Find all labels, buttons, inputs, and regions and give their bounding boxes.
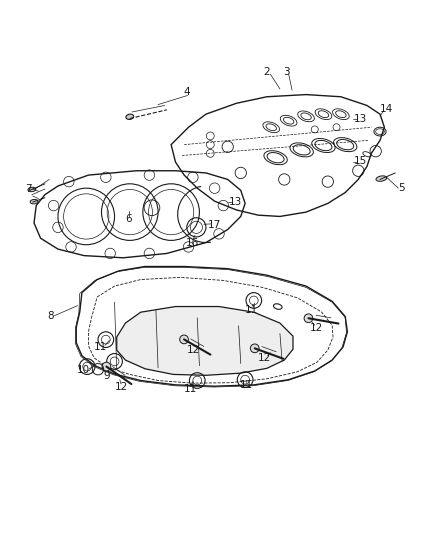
Text: 11: 11 bbox=[244, 305, 258, 315]
Text: 12: 12 bbox=[258, 353, 271, 363]
Circle shape bbox=[251, 344, 259, 353]
Ellipse shape bbox=[126, 114, 134, 119]
Text: 6: 6 bbox=[126, 214, 132, 224]
Text: 15: 15 bbox=[354, 156, 367, 166]
Ellipse shape bbox=[30, 199, 38, 204]
Text: 13: 13 bbox=[354, 114, 367, 124]
Polygon shape bbox=[117, 306, 293, 375]
Text: 9: 9 bbox=[103, 371, 110, 381]
Ellipse shape bbox=[376, 176, 387, 181]
Text: 10: 10 bbox=[77, 365, 90, 375]
Text: 14: 14 bbox=[380, 104, 393, 114]
Text: 13: 13 bbox=[229, 197, 242, 207]
Text: 12: 12 bbox=[114, 383, 128, 392]
Text: 16: 16 bbox=[186, 238, 200, 247]
Text: 12: 12 bbox=[187, 345, 200, 355]
Text: 11: 11 bbox=[94, 342, 107, 352]
Ellipse shape bbox=[28, 187, 36, 192]
Text: 7: 7 bbox=[25, 184, 32, 194]
Circle shape bbox=[304, 314, 313, 322]
Text: 11: 11 bbox=[184, 384, 198, 394]
Circle shape bbox=[102, 362, 111, 371]
Text: 2: 2 bbox=[264, 67, 270, 77]
Text: 12: 12 bbox=[310, 324, 324, 333]
Text: 11: 11 bbox=[239, 380, 253, 390]
Text: 3: 3 bbox=[283, 67, 290, 77]
Text: 17: 17 bbox=[208, 220, 221, 230]
Text: 5: 5 bbox=[399, 183, 405, 193]
Circle shape bbox=[180, 335, 188, 344]
Text: 4: 4 bbox=[183, 87, 190, 98]
Text: 8: 8 bbox=[47, 311, 53, 321]
